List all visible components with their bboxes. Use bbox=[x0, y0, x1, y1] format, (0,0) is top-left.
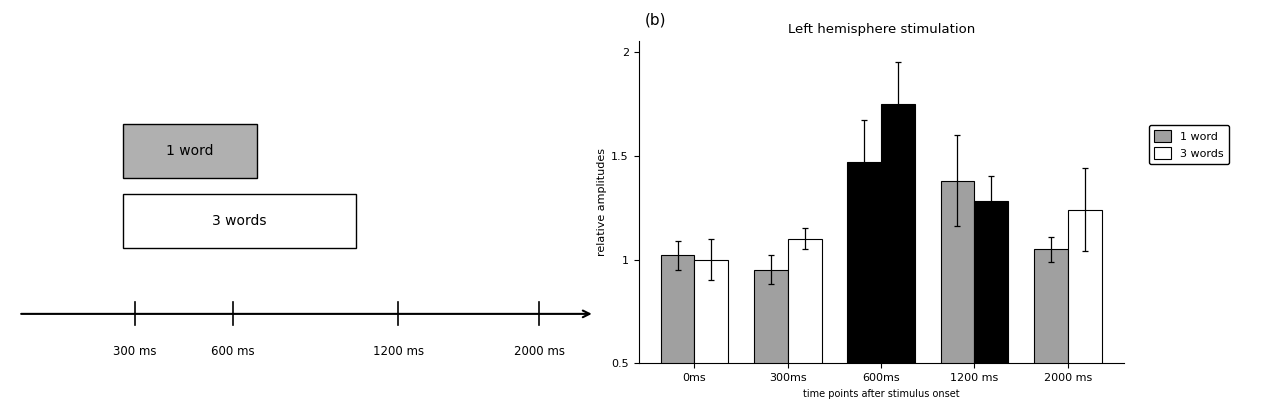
Bar bbox=[660, 255, 695, 413]
Text: 1200 ms: 1200 ms bbox=[373, 345, 424, 358]
Bar bbox=[1068, 210, 1102, 413]
Title: Left hemisphere stimulation: Left hemisphere stimulation bbox=[788, 23, 974, 36]
Bar bbox=[941, 180, 974, 413]
Text: 600 ms: 600 ms bbox=[211, 345, 254, 358]
Bar bbox=[788, 239, 821, 413]
X-axis label: time points after stimulus onset: time points after stimulus onset bbox=[803, 389, 959, 399]
Bar bbox=[123, 124, 258, 178]
Bar bbox=[695, 259, 728, 413]
Text: 2000 ms: 2000 ms bbox=[513, 345, 564, 358]
Text: 1 word: 1 word bbox=[166, 144, 213, 158]
Y-axis label: relative amplitudes: relative amplitudes bbox=[596, 148, 607, 256]
Bar bbox=[1034, 249, 1068, 413]
Bar bbox=[753, 270, 788, 413]
Bar bbox=[123, 194, 355, 248]
Bar bbox=[847, 162, 881, 413]
Legend: 1 word, 3 words: 1 word, 3 words bbox=[1149, 125, 1228, 164]
Text: 3 words: 3 words bbox=[212, 214, 267, 228]
Text: (b): (b) bbox=[645, 12, 667, 27]
Bar bbox=[974, 201, 1009, 413]
Text: 300 ms: 300 ms bbox=[114, 345, 157, 358]
Bar bbox=[881, 104, 916, 413]
